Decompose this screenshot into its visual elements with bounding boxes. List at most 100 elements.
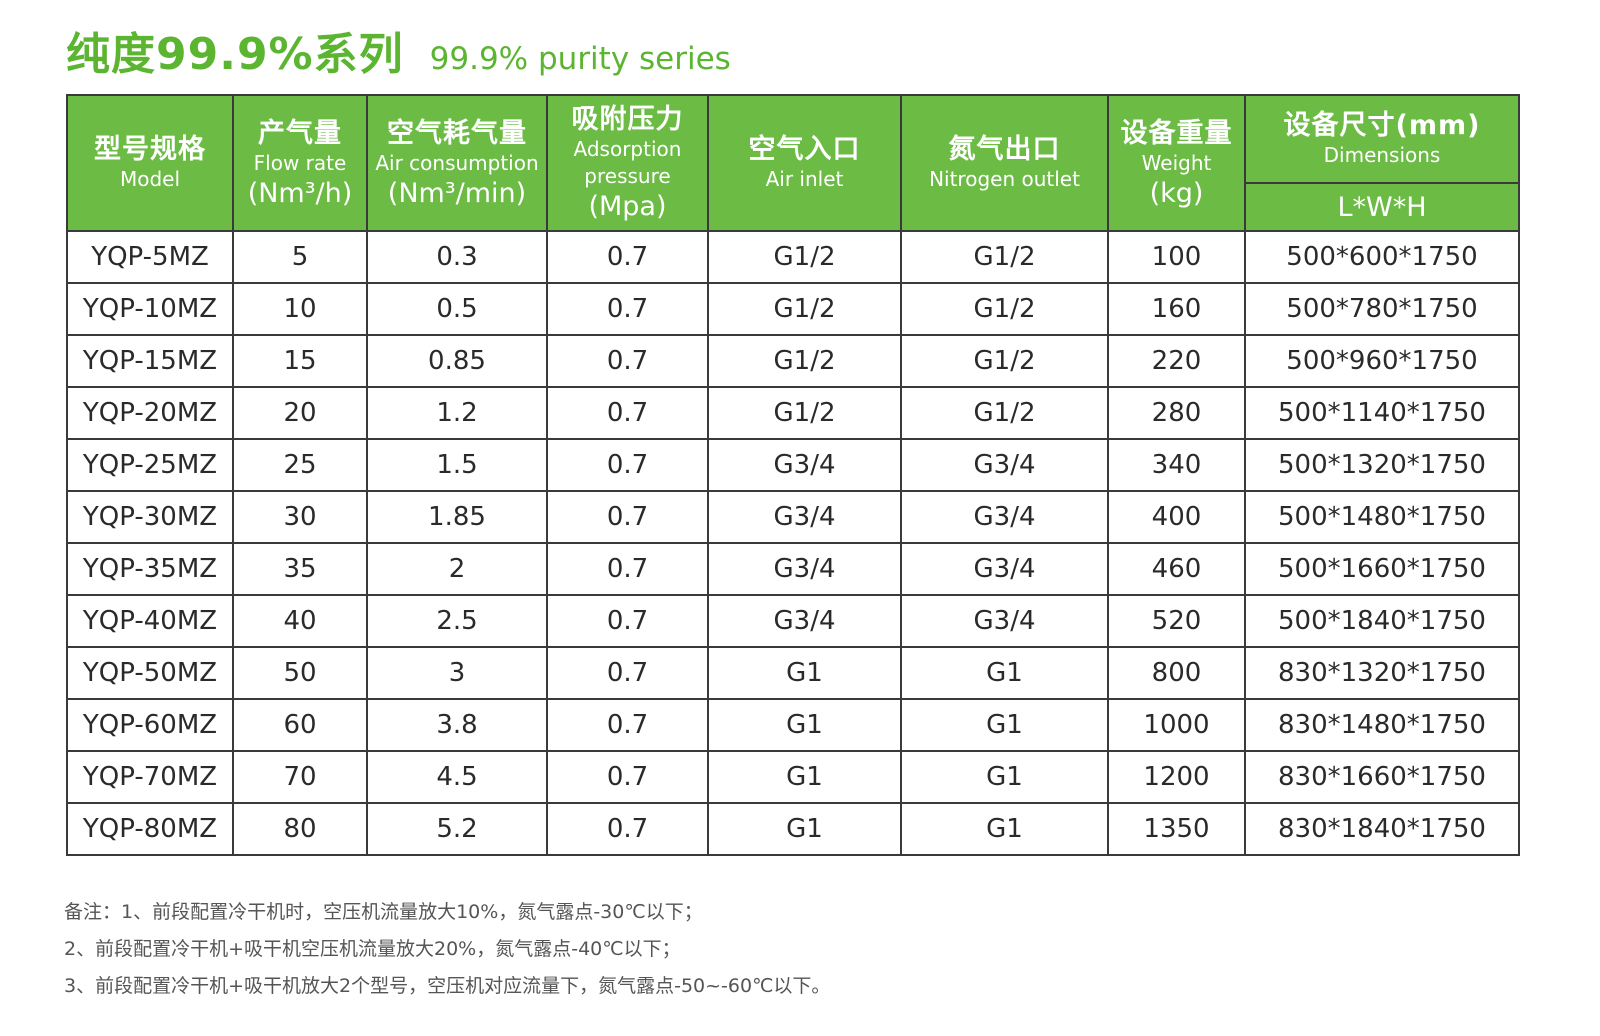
header-pressure-en-2: pressure (584, 164, 671, 188)
cell-flow-rate: 5 (232, 230, 368, 284)
cell-nitrogen-outlet: G3/4 (900, 594, 1109, 648)
cell-dimensions: 830*1660*1750 (1244, 750, 1520, 804)
table-row: YQP-15MZ 15 0.85 0.7 G1/2 G1/2 220 500*960*1750 (66, 334, 1520, 388)
cell-air-inlet: G1 (707, 646, 902, 700)
header-flow-rate: 产气量 Flow rate (Nm³/h) (232, 94, 368, 232)
cell-pressure: 0.7 (546, 698, 709, 752)
table-row: YQP-80MZ 80 5.2 0.7 G1 G1 1350 830*1840*1750 (66, 802, 1520, 856)
header-air-inlet: 空气入口 Air inlet (707, 94, 902, 232)
cell-nitrogen-outlet: G3/4 (900, 490, 1109, 544)
table-row: YQP-35MZ 35 2 0.7 G3/4 G3/4 460 500*1660*1750 (66, 542, 1520, 596)
header-flow-unit: (Nm³/h) (247, 177, 353, 209)
cell-dimensions: 500*1840*1750 (1244, 594, 1520, 648)
cell-pressure: 0.7 (546, 490, 709, 544)
cell-model: YQP-80MZ (66, 802, 234, 856)
cell-weight: 400 (1107, 490, 1246, 544)
cell-weight: 1000 (1107, 698, 1246, 752)
header-air-consumption: 空气耗气量 Air consumption (Nm³/min) (366, 94, 548, 232)
cell-dimensions: 500*1140*1750 (1244, 386, 1520, 440)
cell-weight: 100 (1107, 230, 1246, 284)
cell-model: YQP-70MZ (66, 750, 234, 804)
cell-flow-rate: 20 (232, 386, 368, 440)
cell-nitrogen-outlet: G3/4 (900, 438, 1109, 492)
cell-air-inlet: G3/4 (707, 490, 902, 544)
cell-nitrogen-outlet: G1 (900, 646, 1109, 700)
cell-air-consumption: 0.3 (366, 230, 548, 284)
header-pressure-cn: 吸附压力 (571, 104, 684, 135)
cell-air-consumption: 5.2 (366, 802, 548, 856)
cell-air-inlet: G3/4 (707, 594, 902, 648)
cell-dimensions: 500*1480*1750 (1244, 490, 1520, 544)
header-pressure: 吸附压力 Adsorption pressure (Mpa) (546, 94, 709, 232)
header-dimensions-cn: 设备尺寸(mm) (1283, 110, 1481, 141)
cell-air-consumption: 0.5 (366, 282, 548, 336)
header-flow-en: Flow rate (253, 150, 347, 175)
cell-pressure: 0.7 (546, 594, 709, 648)
header-air-inlet-cn: 空气入口 (748, 134, 861, 165)
cell-nitrogen-outlet: G1/2 (900, 334, 1109, 388)
note-line: 3、前段配置冷干机+吸干机放大2个型号，空压机对应流量下，氮气露点-50~-60… (64, 975, 831, 997)
table-row: YQP-70MZ 70 4.5 0.7 G1 G1 1200 830*1660*1750 (66, 750, 1520, 804)
cell-weight: 340 (1107, 438, 1246, 492)
cell-air-consumption: 1.85 (366, 490, 548, 544)
cell-air-inlet: G1/2 (707, 282, 902, 336)
cell-flow-rate: 35 (232, 542, 368, 596)
header-dimensions-sub: L*W*H (1244, 182, 1520, 232)
cell-weight: 280 (1107, 386, 1246, 440)
cell-weight: 220 (1107, 334, 1246, 388)
cell-nitrogen-outlet: G1/2 (900, 230, 1109, 284)
cell-nitrogen-outlet: G1/2 (900, 386, 1109, 440)
table-row: YQP-20MZ 20 1.2 0.7 G1/2 G1/2 280 500*1140*1750 (66, 386, 1520, 440)
cell-air-consumption: 2.5 (366, 594, 548, 648)
cell-dimensions: 500*960*1750 (1244, 334, 1520, 388)
cell-air-consumption: 4.5 (366, 750, 548, 804)
header-air-consumption-cn: 空气耗气量 (387, 117, 527, 149)
cell-model: YQP-50MZ (66, 646, 234, 700)
cell-air-inlet: G3/4 (707, 542, 902, 596)
header-nitrogen-outlet: 氮气出口 Nitrogen outlet (900, 94, 1109, 232)
cell-air-consumption: 3.8 (366, 698, 548, 752)
header-weight: 设备重量 Weight (kg) (1107, 94, 1246, 232)
cell-air-inlet: G1/2 (707, 230, 902, 284)
cell-flow-rate: 60 (232, 698, 368, 752)
cell-model: YQP-20MZ (66, 386, 234, 440)
cell-flow-rate: 40 (232, 594, 368, 648)
cell-model: YQP-10MZ (66, 282, 234, 336)
header-model-en: Model (119, 167, 181, 191)
title-english: 99.9% purity series (429, 41, 731, 77)
header-model-cn: 型号规格 (94, 134, 206, 165)
cell-weight: 460 (1107, 542, 1246, 596)
cell-flow-rate: 70 (232, 750, 368, 804)
spec-table: 型号规格 Model 产气量 Flow rate (Nm³/h) 空气耗气量 A… (66, 94, 1520, 856)
cell-flow-rate: 15 (232, 334, 368, 388)
cell-flow-rate: 30 (232, 490, 368, 544)
header-flow-cn: 产气量 (258, 117, 342, 149)
cell-pressure: 0.7 (546, 802, 709, 856)
cell-weight: 1350 (1107, 802, 1246, 856)
cell-model: YQP-25MZ (66, 438, 234, 492)
cell-nitrogen-outlet: G1 (900, 750, 1109, 804)
cell-model: YQP-35MZ (66, 542, 234, 596)
cell-air-inlet: G1/2 (707, 386, 902, 440)
cell-air-inlet: G1/2 (707, 334, 902, 388)
cell-dimensions: 830*1320*1750 (1244, 646, 1520, 700)
cell-pressure: 0.7 (546, 282, 709, 336)
cell-flow-rate: 50 (232, 646, 368, 700)
cell-dimensions: 500*780*1750 (1244, 282, 1520, 336)
cell-nitrogen-outlet: G1 (900, 802, 1109, 856)
cell-flow-rate: 80 (232, 802, 368, 856)
header-weight-unit: (kg) (1149, 177, 1204, 209)
header-dimensions: 设备尺寸(mm) Dimensions (1244, 94, 1520, 184)
cell-model: YQP-60MZ (66, 698, 234, 752)
cell-air-consumption: 3 (366, 646, 548, 700)
cell-air-inlet: G3/4 (707, 438, 902, 492)
table-row: YQP-25MZ 25 1.5 0.7 G3/4 G3/4 340 500*1320*1750 (66, 438, 1520, 492)
cell-model: YQP-40MZ (66, 594, 234, 648)
cell-air-consumption: 1.5 (366, 438, 548, 492)
header-nitrogen-outlet-en: Nitrogen outlet (929, 167, 1080, 191)
header-dimensions-en: Dimensions (1323, 143, 1441, 167)
cell-pressure: 0.7 (546, 438, 709, 492)
cell-pressure: 0.7 (546, 230, 709, 284)
cell-weight: 520 (1107, 594, 1246, 648)
cell-weight: 800 (1107, 646, 1246, 700)
